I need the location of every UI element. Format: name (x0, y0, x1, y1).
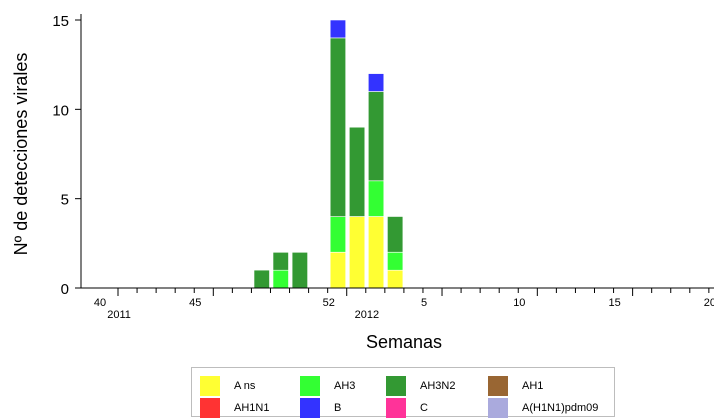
axes-group: 0 5 10 15 40 45 52 5 10 15 20 2011 2012 (52, 13, 714, 321)
bar-a-ns-week-52 (329, 252, 347, 289)
chart: 0 5 10 15 40 45 52 5 10 15 20 2011 2012 Nº de detecc… (11, 13, 714, 352)
legend-swatch (200, 376, 220, 396)
bar-a-ns-week-1 (348, 216, 366, 289)
legend-label: AH3N2 (420, 380, 456, 392)
y-tick-label-15: 15 (52, 13, 69, 30)
x-tick-label-52: 52 (323, 297, 335, 309)
y-axis-label: Nº de detecciones virales (11, 53, 31, 256)
legend: A ns AH3 AH3N2 AH1 AH1N1 B C A(H1N1)pdm09 (191, 367, 615, 418)
x-tick-label-5: 5 (421, 297, 427, 309)
legend-label: A(H1N1)pdm09 (522, 402, 599, 414)
x-tick-label-45: 45 (189, 297, 201, 309)
legend-swatch (300, 398, 320, 418)
x-tick-label-40: 40 (94, 297, 106, 309)
bar-ah3n2-week-49 (272, 252, 289, 271)
bar-b-week-52 (329, 19, 347, 39)
legend-swatch (488, 398, 508, 418)
bar-ah3n2-week-3 (387, 216, 404, 253)
bar-ah3n2-week-2 (367, 91, 385, 182)
year-label-2012: 2012 (355, 309, 379, 321)
year-label-2011: 2011 (107, 309, 131, 321)
legend-swatch (300, 376, 320, 396)
bar-ah3-week-52 (329, 216, 347, 253)
bar-ah3-week-3 (387, 252, 404, 271)
legend-label: C (420, 402, 428, 414)
legend-swatch (200, 398, 220, 418)
bar-ah3n2-week-48 (253, 269, 270, 289)
bar-a-ns-week-3 (387, 269, 404, 289)
bar-a-ns-week-2 (367, 216, 385, 289)
y-tick-label-0: 0 (61, 281, 69, 298)
legend-swatch (488, 376, 508, 396)
legend-label: B (334, 402, 342, 414)
bar-ah3-week-49 (272, 269, 289, 289)
legend-swatch (386, 376, 406, 396)
bar-ah3n2-week-52 (329, 37, 347, 217)
x-axis-label: Semanas (366, 332, 442, 352)
y-tick-label-5: 5 (61, 192, 69, 209)
legend-label: A ns (234, 380, 256, 392)
x-tick-label-15: 15 (608, 297, 620, 309)
legend-label: AH1N1 (234, 402, 270, 414)
y-tick-label-10: 10 (52, 102, 69, 119)
bars-group (253, 19, 404, 289)
legend-swatch (386, 398, 406, 418)
bar-ah3n2-week-50 (291, 252, 308, 289)
legend-label: AH3 (334, 380, 356, 392)
bar-ah3-week-2 (367, 180, 385, 217)
bar-ah3n2-week-1 (348, 126, 366, 217)
legend-label: AH1 (522, 380, 544, 392)
bar-b-week-2 (367, 73, 385, 92)
x-tick-label-10: 10 (513, 297, 525, 309)
x-tick-label-20: 20 (704, 297, 714, 309)
